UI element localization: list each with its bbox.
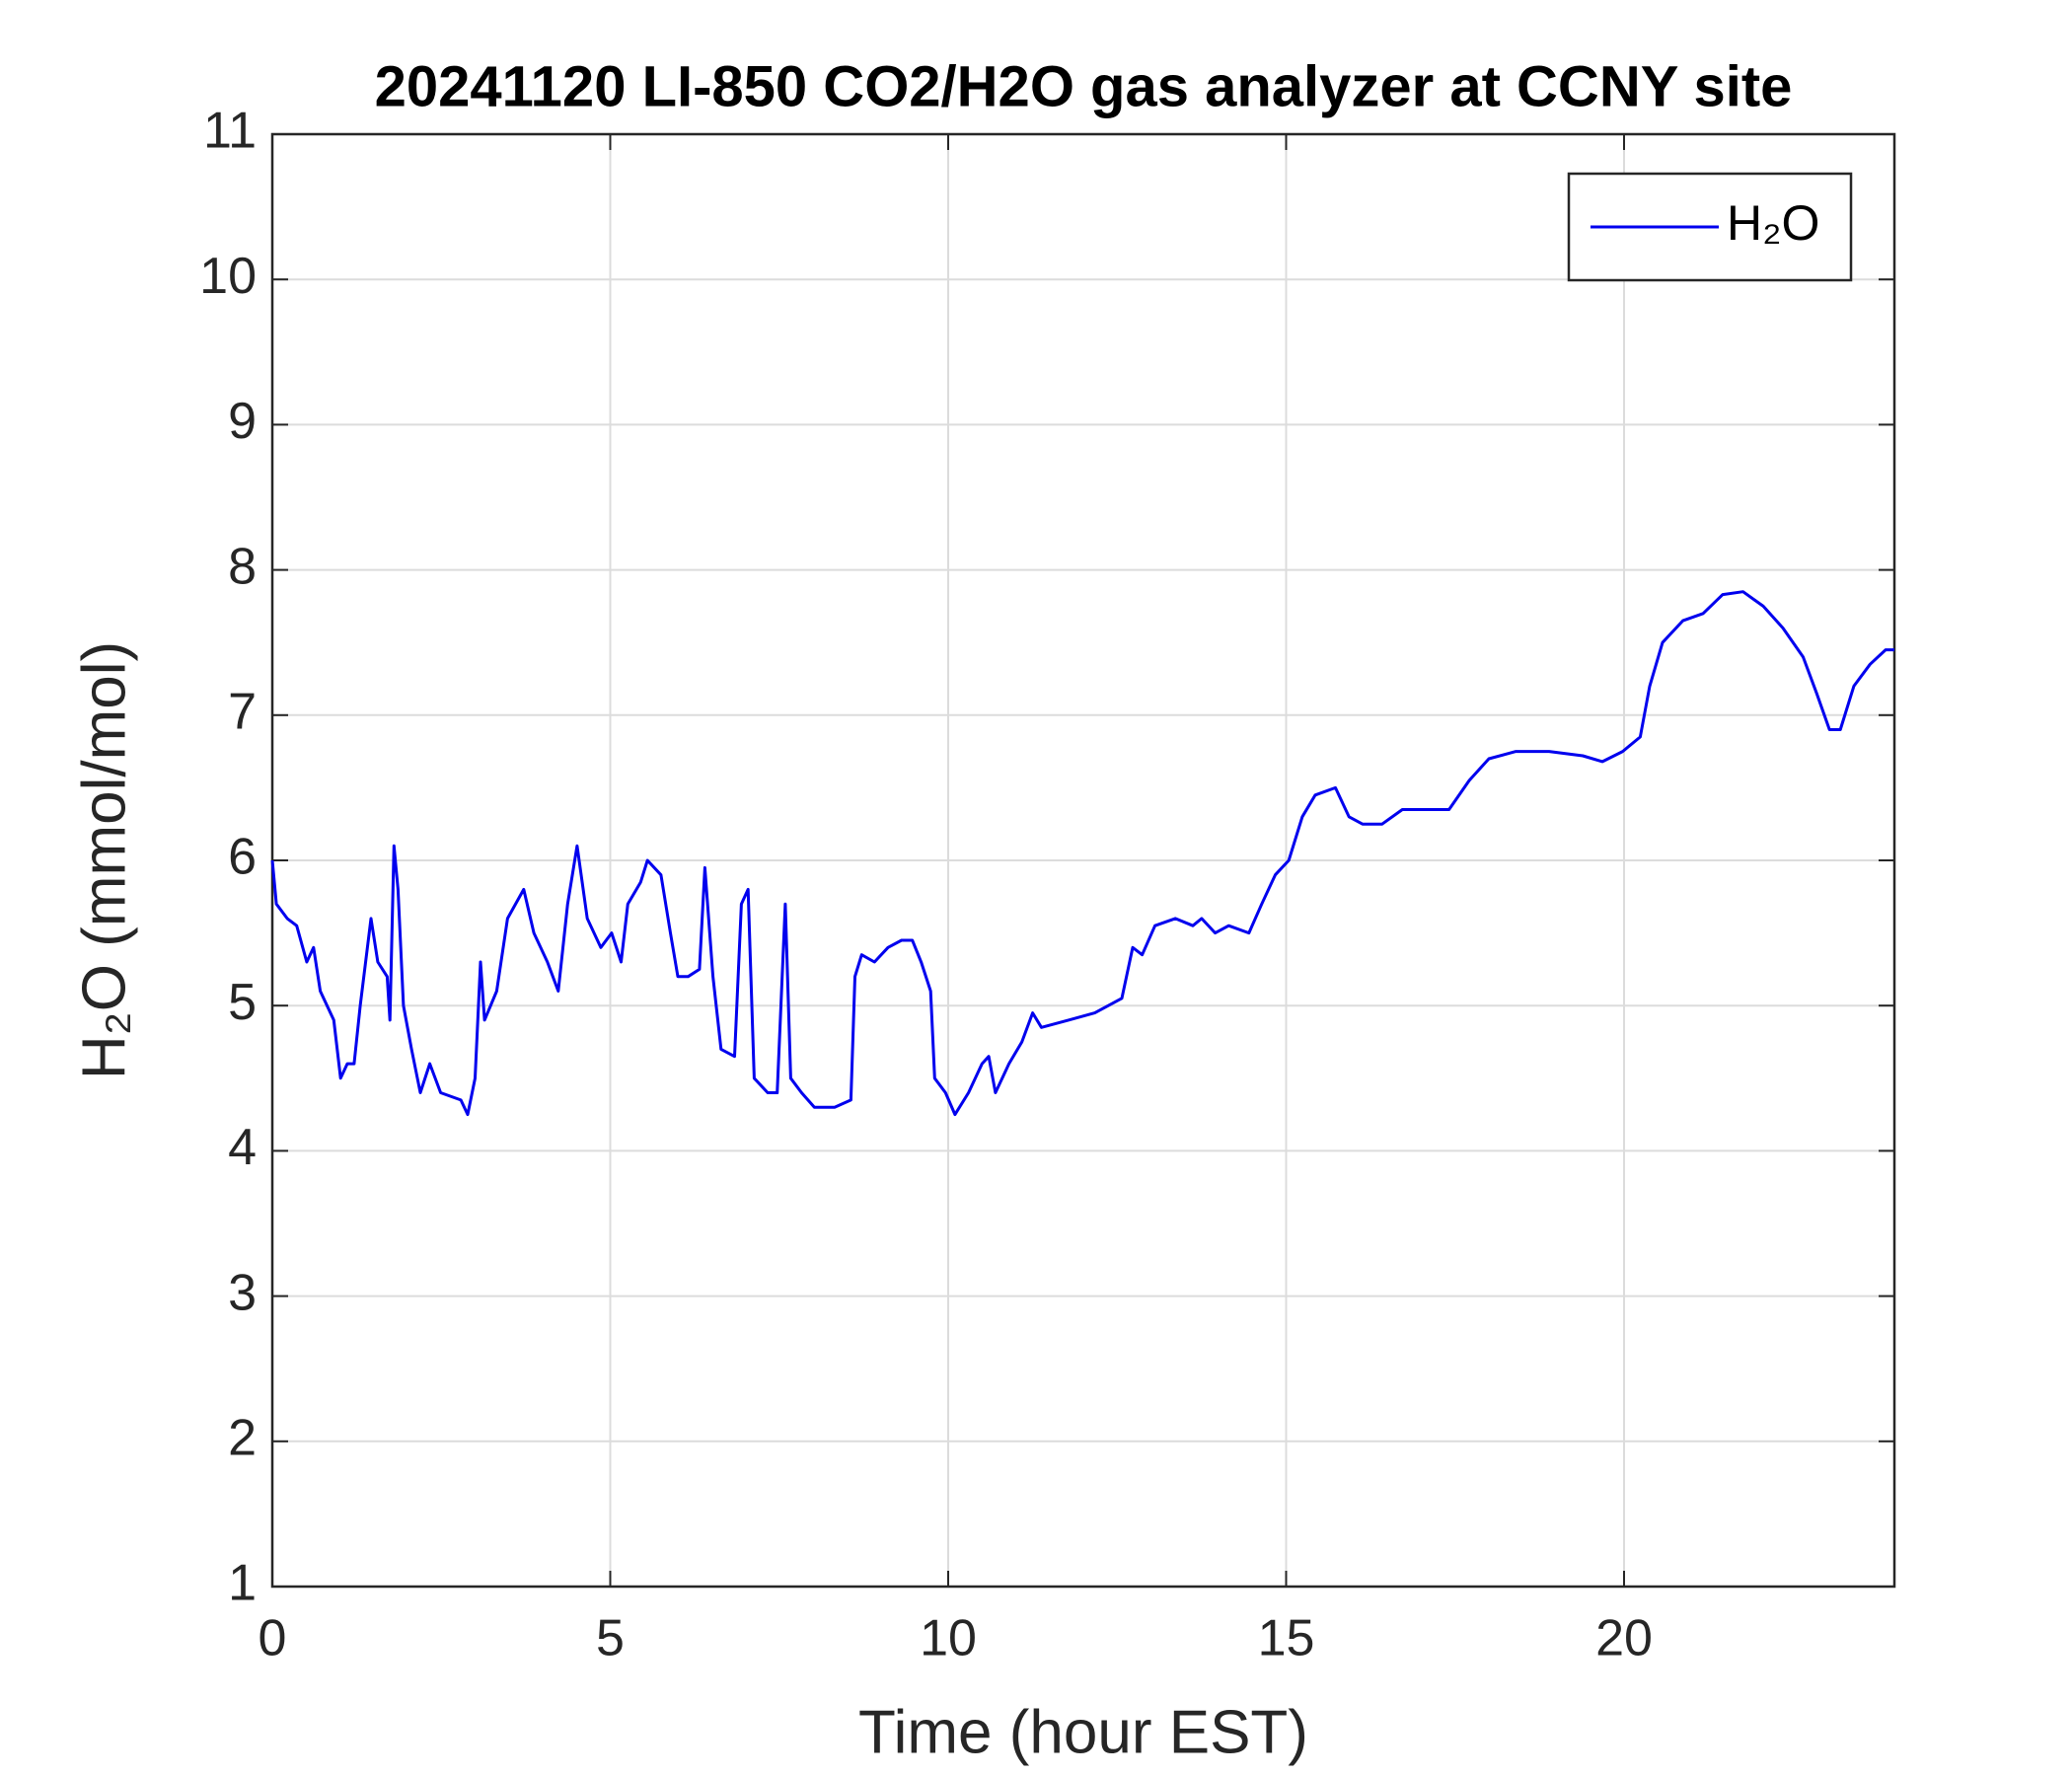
y-tick-label: 6: [228, 829, 257, 886]
x-tick-label: 0: [259, 1610, 287, 1667]
x-tick-label: 15: [1258, 1610, 1315, 1667]
x-tick-label: 5: [596, 1610, 625, 1667]
y-tick-label: 5: [228, 974, 257, 1031]
y-tick-label: 3: [228, 1264, 257, 1321]
data-line: [270, 590, 1894, 1117]
chart-title: 20241120 LI-850 CO2/H2O gas analyzer at …: [375, 54, 1793, 118]
y-tick-label: 7: [228, 684, 257, 741]
x-tick-label: 10: [920, 1610, 977, 1667]
y-tick-label: 1: [228, 1555, 257, 1612]
x-axis-label: Time (hour EST): [858, 1698, 1308, 1766]
legend-label: H₂O: [1727, 195, 1819, 251]
x-tick-label: 20: [1595, 1610, 1653, 1667]
y-tick-label: 2: [228, 1410, 257, 1467]
y-tick-label: 11: [203, 103, 257, 160]
y-axis-label: H₂O (mmol/mol): [70, 641, 138, 1079]
y-tick-label: 9: [228, 393, 257, 450]
y-tick-label: 4: [228, 1119, 257, 1176]
y-tick-label: 10: [199, 248, 257, 305]
y-tick-label: 8: [228, 538, 257, 595]
